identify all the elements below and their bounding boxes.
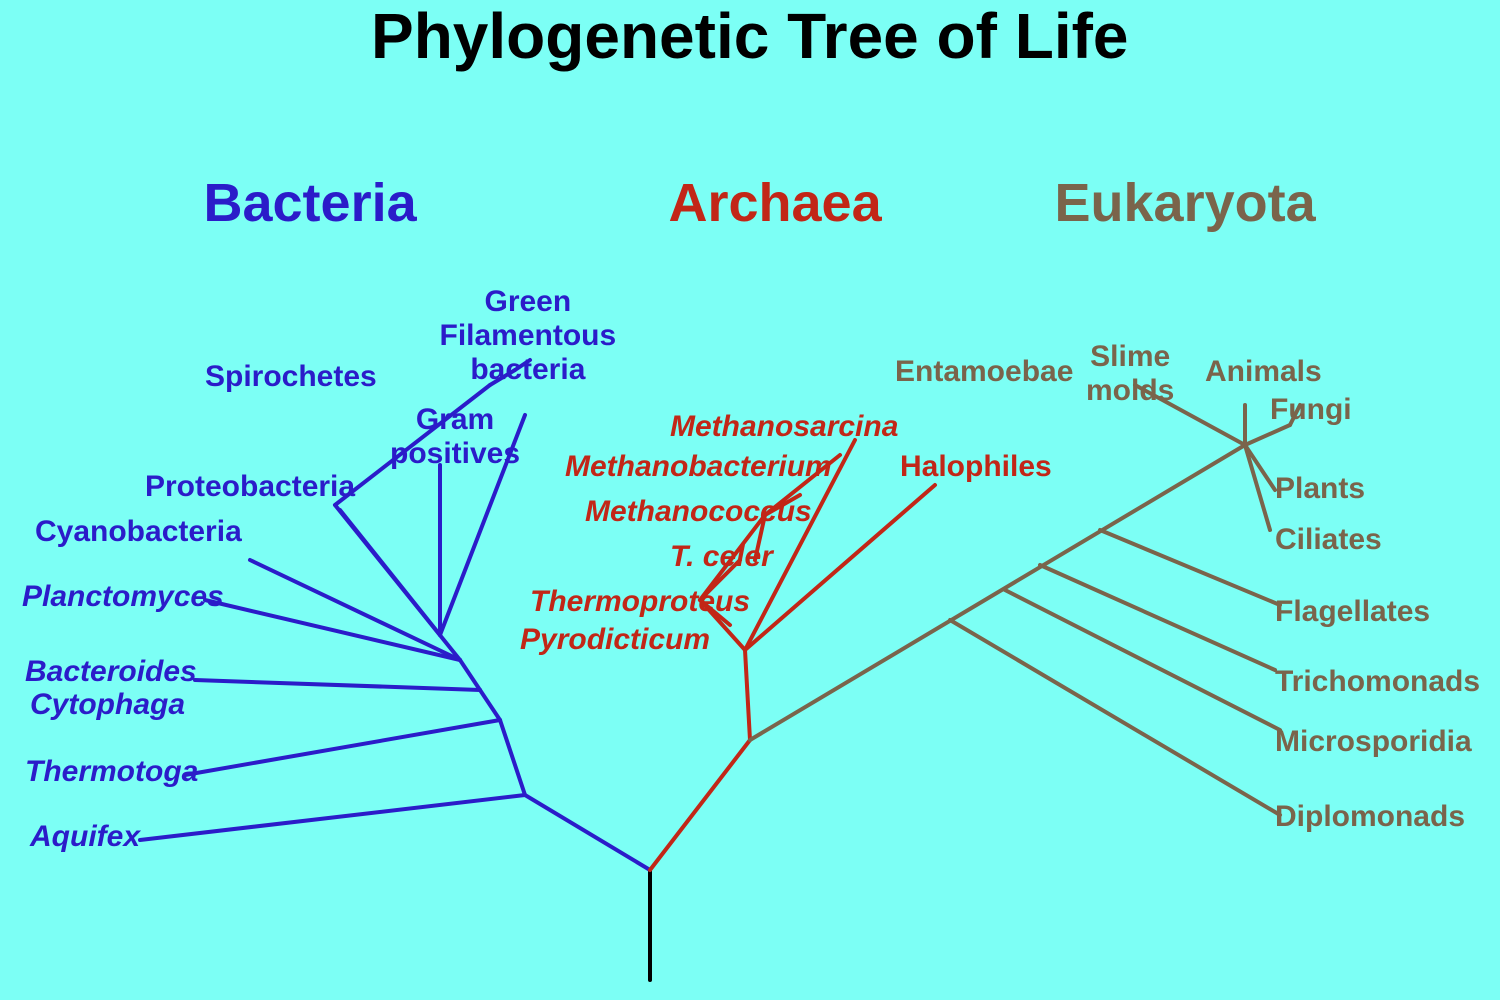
entamoebae: Entamoebae bbox=[895, 355, 1073, 388]
bacteria-branch-1 bbox=[500, 720, 525, 795]
planctomyces: Planctomyces bbox=[22, 580, 224, 613]
eukaryota-label: Eukaryota bbox=[1055, 174, 1316, 233]
bacteria-branch-9 bbox=[250, 560, 460, 660]
cyanobacteria: Cyanobacteria bbox=[35, 515, 242, 548]
bacteria-branch-2 bbox=[480, 690, 500, 720]
bacteria-branch-0 bbox=[525, 795, 650, 870]
gram-positives: Grampositives bbox=[390, 403, 520, 471]
bacteria-branch-10 bbox=[340, 510, 440, 635]
diplomonads: Diplomonads bbox=[1275, 800, 1465, 833]
animals: Animals bbox=[1205, 355, 1322, 388]
fungi: Fungi bbox=[1270, 393, 1352, 426]
aquifex: Aquifex bbox=[30, 820, 140, 853]
bacteria-branch-6 bbox=[185, 720, 500, 775]
thermotoga: Thermotoga bbox=[25, 755, 198, 788]
microsporidia: Microsporidia bbox=[1275, 725, 1472, 758]
flagellates: Flagellates bbox=[1275, 595, 1430, 628]
methanococcus: Methanococcus bbox=[585, 495, 812, 528]
eukaryota-branch-7 bbox=[1100, 530, 1280, 605]
plants: Plants bbox=[1275, 472, 1365, 505]
methanobacterium: Methanobacterium bbox=[565, 450, 832, 483]
bacteria-branch-7 bbox=[195, 680, 480, 690]
thermoproteus: Thermoproteus bbox=[530, 585, 750, 618]
eukaryota-branch-8 bbox=[1040, 565, 1275, 670]
ciliates: Ciliates bbox=[1275, 523, 1382, 556]
eukaryota-branch-0 bbox=[750, 445, 1245, 740]
archaea-label: Archaea bbox=[669, 174, 882, 233]
bacteroides: Bacteroides bbox=[25, 655, 197, 688]
bacteria-branch-3 bbox=[460, 660, 480, 690]
pyrodicticum: Pyrodicticum bbox=[520, 623, 710, 656]
diagram-title: Phylogenetic Tree of Life bbox=[371, 1, 1129, 71]
diagram-canvas: Phylogenetic Tree of Life Bacteria Archaea… bbox=[0, 0, 1500, 1000]
archaea-branch-0 bbox=[650, 740, 750, 870]
bacteria-branch-5 bbox=[140, 795, 525, 840]
t-celer: T. celer bbox=[670, 540, 773, 573]
eukaryota-branch-3 bbox=[1245, 425, 1290, 445]
bacteria-label: Bacteria bbox=[204, 174, 417, 233]
trichomonads: Trichomonads bbox=[1275, 665, 1480, 698]
green-filamentous: GreenFilamentousbacteria bbox=[440, 285, 617, 387]
eukaryota-branch-1 bbox=[1245, 445, 1275, 490]
halophiles: Halophiles bbox=[900, 450, 1052, 483]
methanosarcina: Methanosarcina bbox=[670, 410, 898, 443]
archaea-branch-1 bbox=[745, 650, 750, 740]
slime-molds: Slimemolds bbox=[1086, 340, 1174, 408]
spirochetes: Spirochetes bbox=[205, 360, 377, 393]
proteobacteria: Proteobacteria bbox=[145, 470, 355, 503]
eukaryota-branch-2 bbox=[1245, 445, 1270, 530]
cytophaga: Cytophaga bbox=[30, 688, 185, 721]
